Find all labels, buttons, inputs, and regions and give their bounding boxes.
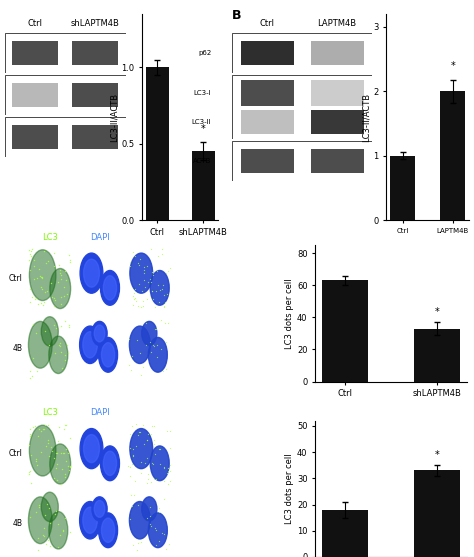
Bar (146, 67, 169, 220)
Ellipse shape (103, 276, 117, 300)
Ellipse shape (129, 501, 150, 539)
Text: 4B: 4B (12, 519, 23, 528)
Ellipse shape (83, 434, 100, 463)
Bar (73, 83, 118, 107)
Ellipse shape (49, 511, 68, 549)
Text: *: * (451, 61, 456, 71)
Ellipse shape (41, 492, 58, 521)
Bar (390, 155, 415, 220)
Text: LC3: LC3 (42, 408, 58, 417)
Bar (73, 41, 118, 65)
Text: 4B: 4B (12, 344, 23, 353)
Ellipse shape (83, 259, 100, 287)
Ellipse shape (92, 497, 107, 521)
Bar (191, 152, 215, 220)
Ellipse shape (150, 446, 169, 481)
Bar (310, 41, 364, 65)
Text: DAPI: DAPI (90, 233, 109, 242)
Text: Merge: Merge (136, 408, 163, 417)
Ellipse shape (148, 513, 167, 548)
Bar (241, 80, 294, 106)
Text: shLAPTM4B: shLAPTM4B (71, 19, 120, 28)
Ellipse shape (99, 338, 118, 372)
Ellipse shape (80, 253, 103, 293)
Text: *: * (435, 307, 439, 317)
Bar (310, 110, 364, 134)
Ellipse shape (100, 271, 119, 305)
Ellipse shape (28, 497, 52, 544)
Bar (322, 280, 368, 382)
Ellipse shape (94, 500, 105, 517)
Bar (414, 329, 460, 382)
Ellipse shape (101, 343, 115, 367)
Text: Ctrl: Ctrl (9, 274, 23, 283)
Text: p62: p62 (198, 50, 211, 56)
Ellipse shape (103, 451, 117, 476)
Ellipse shape (129, 326, 150, 364)
Ellipse shape (100, 446, 119, 481)
Ellipse shape (80, 326, 100, 364)
Ellipse shape (92, 321, 107, 345)
Text: Merge: Merge (136, 233, 163, 242)
Text: Ctrl: Ctrl (27, 19, 43, 28)
Text: LC3: LC3 (42, 233, 58, 242)
Text: Ctrl: Ctrl (260, 19, 275, 28)
Text: LC3-II: LC3-II (191, 119, 211, 125)
Ellipse shape (130, 428, 153, 468)
Y-axis label: LC3 dots per cell: LC3 dots per cell (285, 278, 294, 349)
Bar (12, 83, 58, 107)
Bar (12, 41, 58, 65)
Bar (440, 91, 465, 220)
Ellipse shape (148, 338, 167, 372)
Text: *: * (201, 124, 205, 134)
Ellipse shape (83, 507, 97, 534)
Y-axis label: LC3 dots per cell: LC3 dots per cell (285, 453, 294, 524)
Bar (322, 510, 368, 557)
Text: LC3-I: LC3-I (194, 90, 211, 96)
Ellipse shape (142, 321, 157, 345)
Ellipse shape (142, 497, 157, 521)
Ellipse shape (50, 444, 71, 484)
Y-axis label: LC3-II/ACTB: LC3-II/ACTB (362, 92, 371, 141)
Text: Ctrl: Ctrl (9, 449, 23, 458)
Text: *: * (435, 449, 439, 460)
Ellipse shape (50, 268, 71, 309)
Bar (12, 125, 58, 149)
Bar (73, 125, 118, 149)
Text: ACTB: ACTB (193, 158, 211, 164)
Y-axis label: LC3-II/ACTB: LC3-II/ACTB (109, 92, 118, 141)
Bar (310, 80, 364, 106)
Ellipse shape (80, 428, 103, 468)
Text: B: B (232, 9, 242, 22)
Text: DAPI: DAPI (90, 408, 109, 417)
Ellipse shape (29, 425, 56, 476)
Ellipse shape (94, 325, 105, 342)
Ellipse shape (150, 271, 169, 305)
Bar (241, 41, 294, 65)
Text: LAPTM4B: LAPTM4B (318, 19, 357, 28)
Ellipse shape (29, 250, 56, 301)
Ellipse shape (130, 253, 153, 293)
Bar (241, 110, 294, 134)
Ellipse shape (28, 321, 52, 368)
Ellipse shape (83, 331, 97, 358)
Bar (241, 149, 294, 173)
Ellipse shape (80, 501, 100, 539)
Bar (414, 471, 460, 557)
Ellipse shape (99, 513, 118, 548)
Bar (310, 149, 364, 173)
Ellipse shape (49, 336, 68, 374)
Ellipse shape (101, 518, 115, 543)
Ellipse shape (41, 317, 58, 346)
